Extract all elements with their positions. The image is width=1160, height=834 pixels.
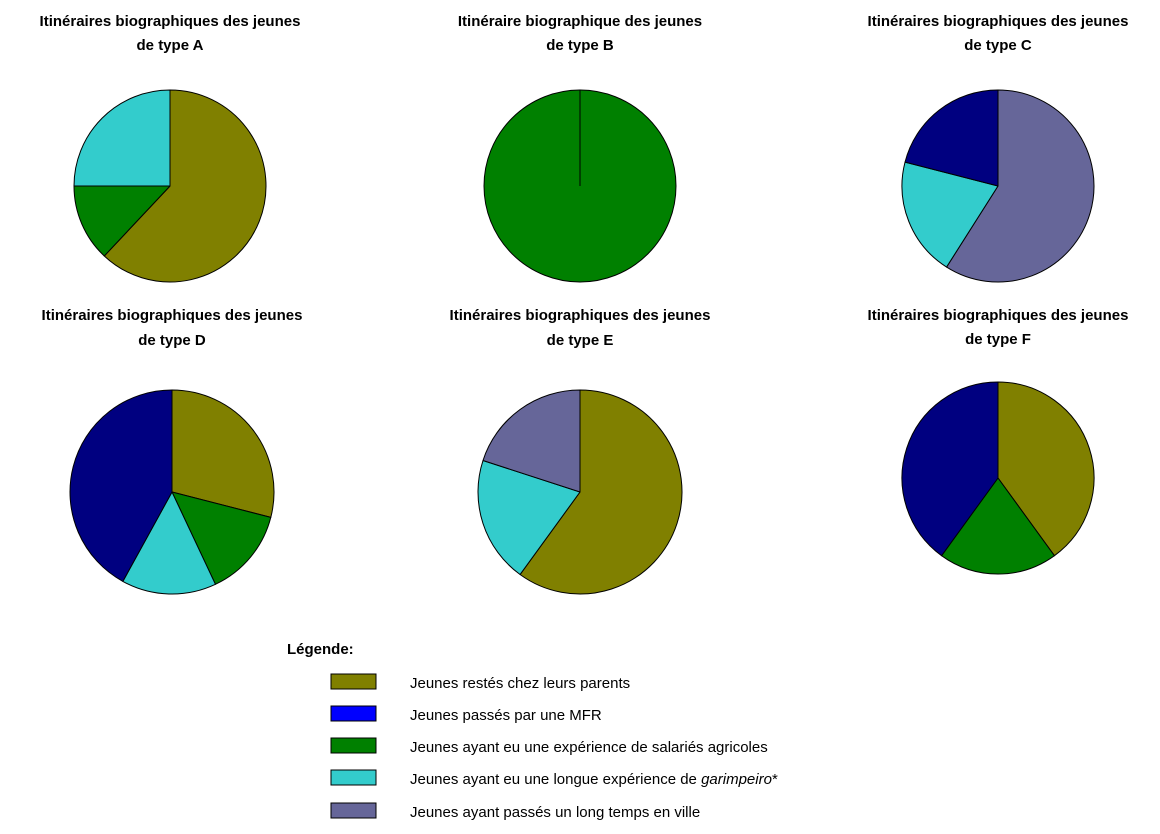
legend: Légende: Jeunes restés chez leurs parent… — [287, 641, 778, 821]
chart-title-line2: de type E — [547, 332, 614, 349]
chart-title-line1: Itinéraires biographiques des jeunes — [868, 13, 1129, 30]
pie-slice-mfr — [69, 389, 173, 582]
legend-swatch — [330, 802, 377, 819]
legend-label: Jeunes ayant eu une expérience de salari… — [410, 739, 768, 756]
pie-slice-mfr — [901, 381, 999, 557]
chart-title-line1: Itinéraire biographique des jeunes — [458, 13, 702, 30]
chart-title-line1: Itinéraires biographiques des jeunes — [868, 307, 1129, 324]
legend-label-end: * — [772, 771, 778, 788]
legend-swatch — [330, 769, 377, 786]
pie-slice-garimpeiro — [901, 161, 999, 268]
legend-item-ville: Jeunes ayant passés un long temps en vil… — [330, 802, 700, 821]
pie-slice-salaries — [171, 491, 272, 585]
pie-a — [73, 89, 267, 283]
pie-slice-parents — [997, 381, 1095, 557]
pie-e — [477, 389, 683, 595]
pie-f — [901, 381, 1095, 575]
pie-slice-mfr — [904, 89, 999, 187]
chart-title-line2: de type A — [137, 37, 204, 54]
legend-swatch — [330, 705, 377, 722]
legend-item-salaries: Jeunes ayant eu une expérience de salari… — [330, 737, 768, 756]
chart-type-d: Itinéraires biographiques des jeunes de … — [42, 307, 303, 595]
chart-title-line1: Itinéraires biographiques des jeunes — [40, 13, 301, 30]
pie-slice-salaries — [73, 185, 171, 257]
legend-label-start: Jeunes ayant eu une longue expérience de — [410, 771, 701, 788]
pie-slice-parents — [103, 89, 267, 283]
legend-label: Jeunes ayant eu une longue expérience de… — [410, 771, 778, 788]
legend-label: Jeunes passés par une MFR — [410, 707, 602, 724]
legend-label-italic: garimpeiro — [701, 771, 772, 788]
chart-title-line2: de type C — [964, 37, 1032, 54]
chart-title-line2: de type F — [965, 331, 1031, 348]
chart-title-line2: de type B — [546, 37, 614, 54]
legend-swatch — [330, 737, 377, 754]
pie-slice-ville — [946, 89, 1095, 283]
pie-slice-parents — [171, 389, 275, 518]
pie-slice-ville — [482, 389, 581, 493]
legend-swatch — [330, 673, 377, 690]
legend-item-garimpeiro: Jeunes ayant eu une longue expérience de… — [330, 769, 778, 788]
pie-slice-garimpeiro — [477, 459, 581, 576]
chart-title-line1: Itinéraires biographiques des jeunes — [42, 307, 303, 324]
pie-c — [901, 89, 1095, 283]
pie-slice-salaries — [941, 477, 1055, 575]
chart-type-e: Itinéraires biographiques des jeunes de … — [450, 307, 711, 595]
chart-type-a: Itinéraires biographiques des jeunes de … — [40, 13, 301, 283]
legend-label: Jeunes ayant passés un long temps en vil… — [410, 804, 700, 821]
chart-title-line2: de type D — [138, 332, 206, 349]
pie-d — [69, 389, 275, 595]
legend-item-parents: Jeunes restés chez leurs parents — [330, 673, 630, 692]
chart-type-b: Itinéraire biographique des jeunes de ty… — [458, 13, 702, 283]
legend-item-mfr: Jeunes passés par une MFR — [330, 705, 602, 724]
legend-title: Légende: — [287, 641, 354, 658]
pie-b — [483, 89, 677, 283]
chart-type-c: Itinéraires biographiques des jeunes de … — [868, 13, 1129, 283]
chart-type-f: Itinéraires biographiques des jeunes de … — [868, 307, 1129, 575]
chart-title-line1: Itinéraires biographiques des jeunes — [450, 307, 711, 324]
legend-label: Jeunes restés chez leurs parents — [410, 675, 630, 692]
pie-slice-garimpeiro — [73, 89, 171, 187]
pie-slice-parents — [519, 389, 683, 595]
pie-slice-garimpeiro — [122, 491, 216, 595]
